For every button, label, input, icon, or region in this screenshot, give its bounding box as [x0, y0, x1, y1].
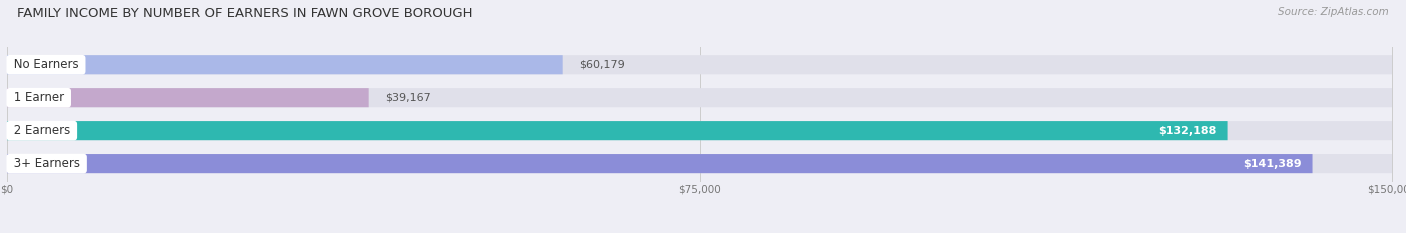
- FancyBboxPatch shape: [7, 55, 1392, 74]
- FancyBboxPatch shape: [7, 88, 1392, 107]
- FancyBboxPatch shape: [7, 55, 562, 74]
- FancyBboxPatch shape: [7, 154, 1313, 173]
- Text: No Earners: No Earners: [10, 58, 82, 71]
- FancyBboxPatch shape: [7, 121, 1227, 140]
- Text: $60,179: $60,179: [579, 60, 626, 70]
- Text: Source: ZipAtlas.com: Source: ZipAtlas.com: [1278, 7, 1389, 17]
- Text: $141,389: $141,389: [1243, 159, 1302, 169]
- Text: $132,188: $132,188: [1159, 126, 1216, 136]
- Text: 1 Earner: 1 Earner: [10, 91, 67, 104]
- Text: 2 Earners: 2 Earners: [10, 124, 73, 137]
- Text: 3+ Earners: 3+ Earners: [10, 157, 83, 170]
- Text: $39,167: $39,167: [385, 93, 432, 103]
- FancyBboxPatch shape: [7, 88, 368, 107]
- Text: FAMILY INCOME BY NUMBER OF EARNERS IN FAWN GROVE BOROUGH: FAMILY INCOME BY NUMBER OF EARNERS IN FA…: [17, 7, 472, 20]
- FancyBboxPatch shape: [7, 121, 1392, 140]
- FancyBboxPatch shape: [7, 154, 1392, 173]
